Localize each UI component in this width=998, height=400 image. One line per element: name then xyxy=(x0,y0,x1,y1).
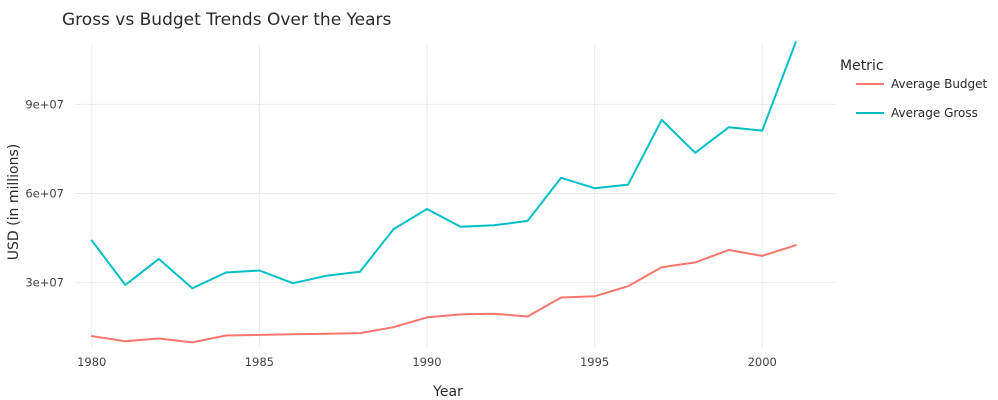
legend-label-average-gross: Average Gross xyxy=(891,106,978,120)
legend: Metric Average Budget Average Gross xyxy=(840,58,988,120)
average-budget-line xyxy=(90,244,797,344)
x-axis-ticks: 1980 1985 1990 1995 2000 xyxy=(77,355,777,369)
x-tick-label: 2000 xyxy=(748,355,777,369)
y-tick-label: 6e+07 xyxy=(25,187,64,201)
chart-title: Gross vs Budget Trends Over the Years xyxy=(62,10,392,30)
x-tick-label: 1995 xyxy=(580,355,609,369)
x-tick-label: 1980 xyxy=(77,355,106,369)
x-tick-label: 1990 xyxy=(412,355,441,369)
legend-title: Metric xyxy=(840,58,884,74)
y-axis-ticks: 3e+07 6e+07 9e+07 xyxy=(25,97,64,289)
x-tick-label: 1985 xyxy=(245,355,274,369)
grid xyxy=(75,45,836,348)
legend-label-average-budget: Average Budget xyxy=(891,77,988,91)
series-lines xyxy=(90,41,797,344)
x-axis-title: Year xyxy=(432,384,463,400)
y-tick-label: 9e+07 xyxy=(25,97,64,111)
y-axis-title: USD (in millions) xyxy=(6,144,22,260)
legend-items: Average Budget Average Gross xyxy=(856,77,988,120)
y-tick-label: 3e+07 xyxy=(25,276,64,290)
average-gross-line xyxy=(90,41,797,290)
